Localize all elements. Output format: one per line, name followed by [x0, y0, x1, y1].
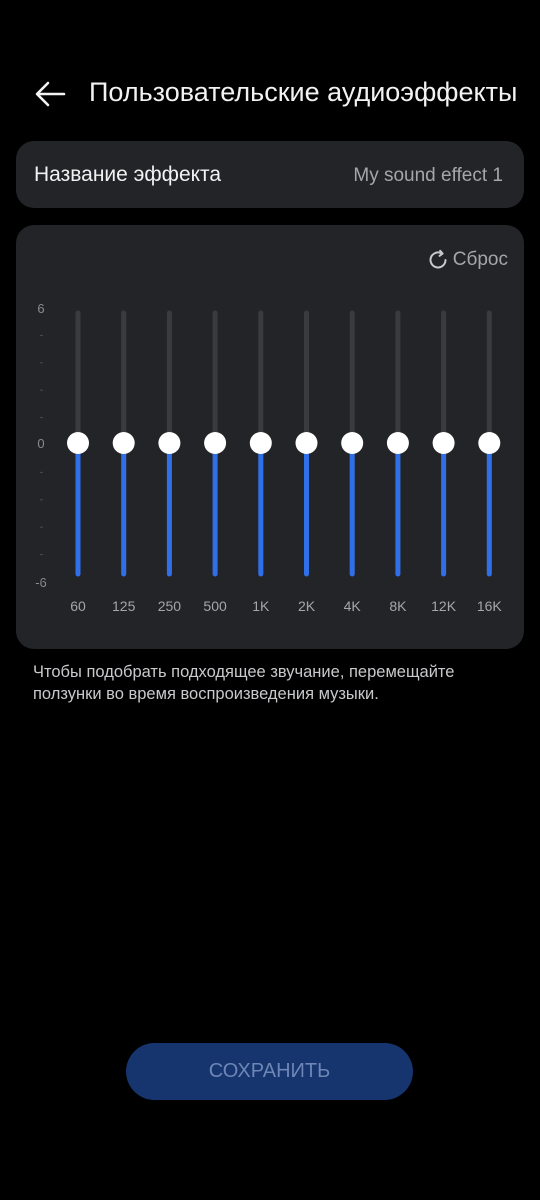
slider-thumb[interactable]	[432, 432, 455, 454]
reset-label: Сброс	[452, 249, 508, 270]
band-label-125: 125	[112, 598, 136, 614]
scale-label-max: 6	[37, 301, 44, 316]
save-button[interactable]: СОХРАНИТЬ	[126, 1043, 413, 1100]
slider-thumb[interactable]	[67, 432, 89, 454]
slider-thumb[interactable]	[249, 432, 272, 454]
eq-slider-60[interactable]: 60	[67, 310, 89, 614]
band-label-1K: 1K	[252, 598, 270, 614]
slider-thumb[interactable]	[386, 432, 409, 454]
back-button[interactable]	[30, 74, 70, 114]
eq-slider-16K[interactable]: 16K	[477, 310, 503, 614]
band-label-500: 500	[203, 598, 227, 614]
slider-thumb[interactable]	[478, 432, 501, 454]
slider-thumb[interactable]	[158, 432, 181, 454]
eq-slider-500[interactable]: 500	[203, 310, 227, 614]
effect-name-value: My sound effect 1	[353, 165, 503, 186]
reset-button[interactable]: Сброс	[427, 249, 508, 271]
band-label-8K: 8K	[389, 598, 407, 614]
equalizer-panel: 6 0 -6 60 125 250 500 1K 2K 4K 8K 12K 16K Сброс	[16, 225, 524, 649]
page-title: Пользовательские аудиоэффекты	[89, 77, 518, 107]
band-label-2K: 2K	[298, 598, 316, 614]
band-label-4K: 4K	[344, 598, 362, 614]
slider-thumb[interactable]	[204, 432, 227, 454]
eq-slider-250[interactable]: 250	[158, 310, 182, 614]
slider-thumb[interactable]	[341, 432, 364, 454]
scale-label-mid: 0	[37, 436, 44, 451]
equalizer-sliders: 60-660 125 250 500 1K 2K 4K 8K 12K 16K	[35, 301, 503, 614]
slider-thumb[interactable]	[295, 432, 318, 454]
band-label-16K: 16K	[477, 598, 503, 614]
effect-name-label: Название эффекта	[34, 163, 222, 186]
eq-slider-125[interactable]: 125	[112, 310, 136, 614]
band-label-60: 60	[70, 598, 86, 614]
arrow-left-icon	[35, 81, 66, 107]
effect-name-row[interactable]: Название эффекта My sound effect 1	[16, 141, 524, 208]
eq-slider-12K[interactable]: 12K	[431, 310, 457, 614]
help-text: Чтобы подобрать подходящее звучание, пер…	[33, 663, 455, 703]
top-app-bar: Пользовательские аудиоэффекты	[0, 60, 540, 126]
eq-slider-4K[interactable]: 4K	[341, 310, 364, 614]
eq-slider-8K[interactable]: 8K	[386, 310, 409, 614]
slider-thumb[interactable]	[112, 432, 135, 454]
band-label-12K: 12K	[431, 598, 457, 614]
eq-slider-2K[interactable]: 2K	[295, 310, 318, 614]
refresh-icon	[429, 249, 447, 269]
band-label-250: 250	[158, 598, 182, 614]
eq-slider-1K[interactable]: 1K	[249, 310, 272, 614]
